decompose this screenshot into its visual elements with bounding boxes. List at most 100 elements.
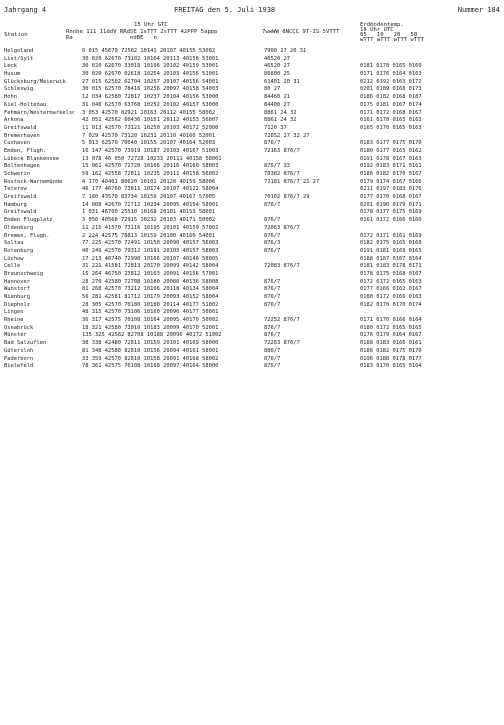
supplementary-codes: 86800 25 bbox=[264, 71, 290, 78]
supplementary-codes: 72263 876/7 bbox=[264, 340, 300, 347]
station-row: Fehmarn/Westermarkelsdorf 3 053 42570 829… bbox=[4, 110, 500, 118]
soil-temperatures: 0188 0183 0166 0161 bbox=[360, 340, 422, 347]
supplementary-codes: 8861 24 32 bbox=[264, 117, 297, 124]
station-row: Boltenhagen 15 061 42570 72720 10166 2011… bbox=[4, 163, 500, 171]
supplementary-codes: 7900 27 20 31 bbox=[264, 48, 307, 54]
station-row: Glücksburg/Meierwik 27 015 62502 62704 10… bbox=[4, 79, 500, 87]
station-name: Rotenburg bbox=[4, 247, 34, 254]
station-row: Lübeck Blankensee 13 078 46 050 72728 102… bbox=[4, 156, 500, 164]
station-row: Diepholz 28 305 42570 70180 10180 20114 4… bbox=[4, 302, 500, 310]
observation-codes: 77 225 42570 72491 10150 20090 40157 560… bbox=[82, 240, 219, 247]
supplementary-codes: 876/7 bbox=[264, 140, 281, 147]
soil-temperatures: 0161 0170 0165 0163 bbox=[360, 117, 422, 124]
station-row: Oldenburg 11 215 41570 73116 10195 20101 … bbox=[4, 225, 500, 233]
supplementary-codes: 61401 20 31 bbox=[264, 78, 300, 85]
soil-temperatures: 0201 0189 0168 0173 bbox=[360, 86, 422, 93]
observation-codes: 6 015 45670 72502 10141 20107 40155 5300… bbox=[82, 48, 216, 54]
observation-codes: 15 264 46750 23812 10163 20091 40156 570… bbox=[82, 270, 219, 277]
supplementary-codes: 72163 876/7 bbox=[264, 147, 300, 154]
station-name: Paderborn bbox=[4, 355, 34, 362]
station-row: Leck 30 020 62670 33018 10196 20102 40159… bbox=[4, 63, 500, 71]
soil-temperatures: 0171 0176 0164 0163 bbox=[360, 71, 422, 78]
station-row: Münster 135 325 42582 82708 10188 20096 4… bbox=[4, 332, 500, 340]
supplementary-codes: 46520 27 bbox=[264, 55, 290, 62]
supplementary-codes: 886/7 bbox=[264, 347, 281, 354]
issue-date: FREITAG den 5. Juli 1938 bbox=[174, 6, 276, 14]
supplementary-codes: 72083 876/7 bbox=[264, 263, 300, 270]
observation-codes: 1 031 46700 25510 10168 20101 40153 5800… bbox=[82, 209, 216, 216]
supplementary-codes: 876/7 bbox=[264, 301, 281, 308]
station-name: Emden Flugplatz bbox=[4, 217, 53, 224]
station-name: Cuxhaven bbox=[4, 140, 30, 147]
station-row: Kiel-Holtenau 31 040 62570 63768 10252 20… bbox=[4, 102, 500, 110]
observation-codes: 30 015 62570 78416 10256 20097 40158 540… bbox=[82, 86, 219, 93]
station-row: Arkona 42 051 42562 60436 10151 20112 401… bbox=[4, 117, 500, 125]
supplementary-codes: 876/7 bbox=[264, 278, 281, 285]
station-row: List/Sylt 30 020 62670 73102 10164 20113 … bbox=[4, 56, 500, 64]
station-name: Bremen, Flugh. bbox=[4, 232, 50, 239]
station-row: Emden, Flugh. 16 147 42570 73919 10187 20… bbox=[4, 148, 500, 156]
supplementary-codes: 876/7 33 bbox=[264, 163, 290, 170]
soil-temperatures: 0176 0179 0164 0167 bbox=[360, 332, 422, 339]
station-name: Hamburg bbox=[4, 201, 27, 208]
soil-temperatures: 0183 0170 0165 0164 bbox=[360, 363, 422, 370]
station-name: Greifswald bbox=[4, 209, 37, 216]
observation-codes: 42 051 42562 60436 10151 20112 40153 560… bbox=[82, 117, 219, 124]
station-row: Bremerhaven 7 029 42570 73120 10231 20110… bbox=[4, 133, 500, 141]
station-name: Bremerhaven bbox=[4, 132, 40, 139]
observation-codes: 46 177 46760 73811 10174 20107 40122 580… bbox=[82, 186, 219, 193]
observation-codes: 16 147 42570 73919 10187 20103 40167 510… bbox=[82, 147, 219, 154]
supplementary-codes: 8861 24 32 bbox=[264, 109, 297, 116]
soil-temperatures: 0182 0170 0170 0174 bbox=[360, 301, 422, 308]
observation-codes: 48 315 42570 73106 10160 20096 40177 500… bbox=[82, 309, 219, 316]
observation-codes: 11 215 41570 73116 10195 20101 40159 570… bbox=[82, 224, 219, 231]
observation-codes: 27 015 62502 62704 10257 20107 40156 540… bbox=[82, 78, 219, 85]
soil-temperatures: 0165 0170 0165 0163 bbox=[360, 124, 422, 131]
observation-codes: 30 020 62670 33018 10196 20102 40159 530… bbox=[82, 63, 219, 70]
station-row: Osnabrück 18 321 42580 73010 10183 20099 … bbox=[4, 325, 500, 333]
supplementary-codes: 876/3 bbox=[264, 240, 281, 247]
soil-temp-title: Erdbodentemp. bbox=[360, 22, 404, 28]
observation-codes: 15 061 42570 72720 10166 20116 40160 580… bbox=[82, 163, 219, 170]
supplementary-codes: 46520 27 bbox=[264, 63, 290, 70]
station-row: Schwerin 59 162 42558 72811 10235 20111 4… bbox=[4, 171, 500, 179]
code-format-label-2: Ra ndBE n bbox=[66, 35, 157, 41]
supplementary-codes: 876/7 bbox=[264, 286, 281, 293]
station-name: Nienburg bbox=[4, 294, 30, 300]
soil-temperatures: 0182 0175 0165 0160 bbox=[360, 240, 422, 247]
soil-temperatures: 0181 0183 0178 0171 bbox=[360, 263, 422, 270]
soil-temperatures: 0186 0182 0168 0187 bbox=[360, 94, 422, 101]
soil-temperatures: 0212 0192 0163 0172 bbox=[360, 78, 422, 85]
station-row: Cuxhaven 5 013 62570 70040 10155 20107 40… bbox=[4, 140, 500, 148]
soil-temp-depths: 05 10 20 50 bbox=[360, 32, 418, 38]
station-name: Celle bbox=[4, 263, 21, 270]
supplementary-codes: 70102 876/7 29 bbox=[264, 194, 310, 201]
observation-codes: 4 170 40461 80620 10101 20128 40159 5800… bbox=[82, 178, 216, 185]
observation-codes: 7 180 43570 83734 10159 20107 40167 5700… bbox=[82, 194, 216, 201]
supplementary-codes: 876/7 bbox=[264, 324, 281, 331]
station-name: Leck bbox=[4, 63, 17, 70]
station-name: Glücksburg/Meierwik bbox=[4, 78, 66, 85]
observation-codes: 40 249 42570 79312 10191 20103 40157 580… bbox=[82, 247, 219, 254]
supplementary-codes: 876/7 bbox=[264, 247, 281, 254]
supplementary-codes: 876/7 bbox=[264, 363, 281, 370]
supplementary-codes: 84460 21 bbox=[264, 94, 290, 101]
station-row: Greifswald 11 013 42570 73121 10250 20103… bbox=[4, 125, 500, 133]
station-name: Emden, Flugh. bbox=[4, 147, 47, 154]
station-name: Husum bbox=[4, 71, 21, 78]
supplementary-codes: 876/7 bbox=[264, 217, 281, 224]
station-row: Emden Flugplatz 3 050 40568 72915 10232 2… bbox=[4, 217, 500, 225]
observation-codes: 38 338 42480 72811 10159 20101 40169 580… bbox=[82, 340, 219, 347]
station-name: Lingen bbox=[4, 309, 24, 316]
station-row: Schleswig 30 015 62570 78416 10256 20097 … bbox=[4, 86, 500, 94]
station-row: Nienburg 56 281 42581 81712 10179 20093 4… bbox=[4, 294, 500, 302]
soil-temperatures: 0175 0181 0167 0174 bbox=[360, 101, 422, 108]
station-table: Helgoland 6 015 45670 72502 10141 20107 4… bbox=[4, 48, 500, 371]
soil-temperatures: 0179 0174 0167 0166 bbox=[360, 178, 422, 185]
station-row: Lingen 48 315 42570 73106 10160 20096 401… bbox=[4, 309, 500, 317]
station-name: Greifswald bbox=[4, 194, 37, 201]
soil-temperatures: 0180 0177 0165 0162 bbox=[360, 147, 422, 154]
observation-codes: 30 020 62670 73102 10164 20113 40158 530… bbox=[82, 55, 219, 62]
supplementary-codes: 876/7 bbox=[264, 355, 281, 362]
observation-codes: 28 270 42580 72708 10180 20080 40136 580… bbox=[82, 278, 219, 285]
